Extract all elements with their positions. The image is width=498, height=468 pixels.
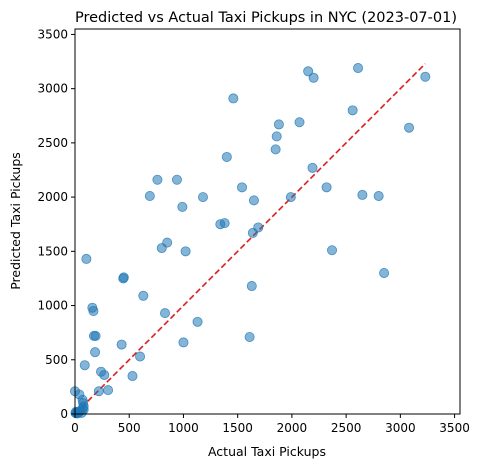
data-point-24 [103,385,114,396]
data-point-27 [118,273,129,284]
x-tick-label-0: 0 [71,421,79,435]
chart-title: Predicted vs Actual Taxi Pickups in NYC … [75,10,457,26]
data-point-29 [135,351,146,362]
data-point-58 [307,162,318,173]
data-point-21 [93,386,104,397]
reference-line-layer [74,63,426,415]
data-point-66 [379,268,390,279]
y-tick-label-2500: 2500 [37,136,68,150]
data-point-67 [404,122,415,133]
data-point-41 [197,192,208,203]
data-point-17 [88,305,99,316]
data-point-20 [90,347,101,358]
data-point-38 [178,337,189,348]
data-point-52 [270,144,281,155]
points-layer [70,63,431,419]
data-point-59 [308,72,319,83]
x-tick-label-2000: 2000 [277,421,308,435]
data-point-39 [180,246,191,257]
data-point-51 [253,222,264,233]
data-point-15 [81,253,92,264]
data-point-60 [321,182,332,193]
y-axis-label: Predicted Taxi Pickups [8,152,23,290]
x-tick-label-1500: 1500 [222,421,253,435]
data-point-48 [246,281,257,292]
y-tick-label-3500: 3500 [37,27,68,41]
data-point-54 [273,119,284,130]
data-point-35 [162,237,173,248]
data-point-55 [285,192,296,203]
y-tick-label-1000: 1000 [37,299,68,313]
x-axis-label: Actual Taxi Pickups [208,444,326,459]
data-point-64 [357,189,368,200]
data-point-62 [347,105,358,116]
y-tick-label-500: 500 [45,353,68,367]
plot-frame [74,28,461,415]
data-point-61 [327,245,338,256]
data-point-50 [248,195,259,206]
x-tick-label-500: 500 [118,421,141,435]
data-point-45 [228,93,239,104]
data-point-19 [90,330,101,341]
data-point-63 [353,63,364,74]
data-point-34 [160,308,171,319]
reference-line [74,63,426,415]
data-point-36 [171,174,182,185]
data-point-13 [77,394,88,405]
data-point-56 [294,117,305,128]
data-point-14 [79,360,90,371]
data-point-43 [219,218,230,229]
data-point-53 [271,131,282,142]
data-point-65 [373,191,384,202]
data-point-25 [116,339,127,350]
x-tick-label-1000: 1000 [168,421,199,435]
x-tick-label-2500: 2500 [331,421,362,435]
data-point-46 [237,182,248,193]
data-point-30 [138,290,149,301]
data-point-28 [127,371,138,382]
data-point-23 [99,369,110,380]
data-point-32 [152,174,163,185]
data-point-37 [177,201,188,212]
data-point-57 [303,66,314,77]
data-point-31 [144,191,155,202]
y-ticks: 0 500 1000 1500 2000 2500 3000 3500 [37,27,75,421]
x-ticks: 0 500 1000 1500 2000 2500 3000 3500 [71,414,470,435]
y-tick-label-3000: 3000 [37,82,68,96]
y-tick-label-0: 0 [60,407,68,421]
data-point-44 [221,151,232,162]
y-tick-label-1500: 1500 [37,244,68,258]
y-tick-label-2000: 2000 [37,190,68,204]
data-point-47 [244,331,255,342]
x-tick-label-3000: 3000 [385,421,416,435]
x-tick-label-3500: 3500 [439,421,470,435]
data-point-68 [420,71,431,82]
data-point-40 [192,316,203,327]
